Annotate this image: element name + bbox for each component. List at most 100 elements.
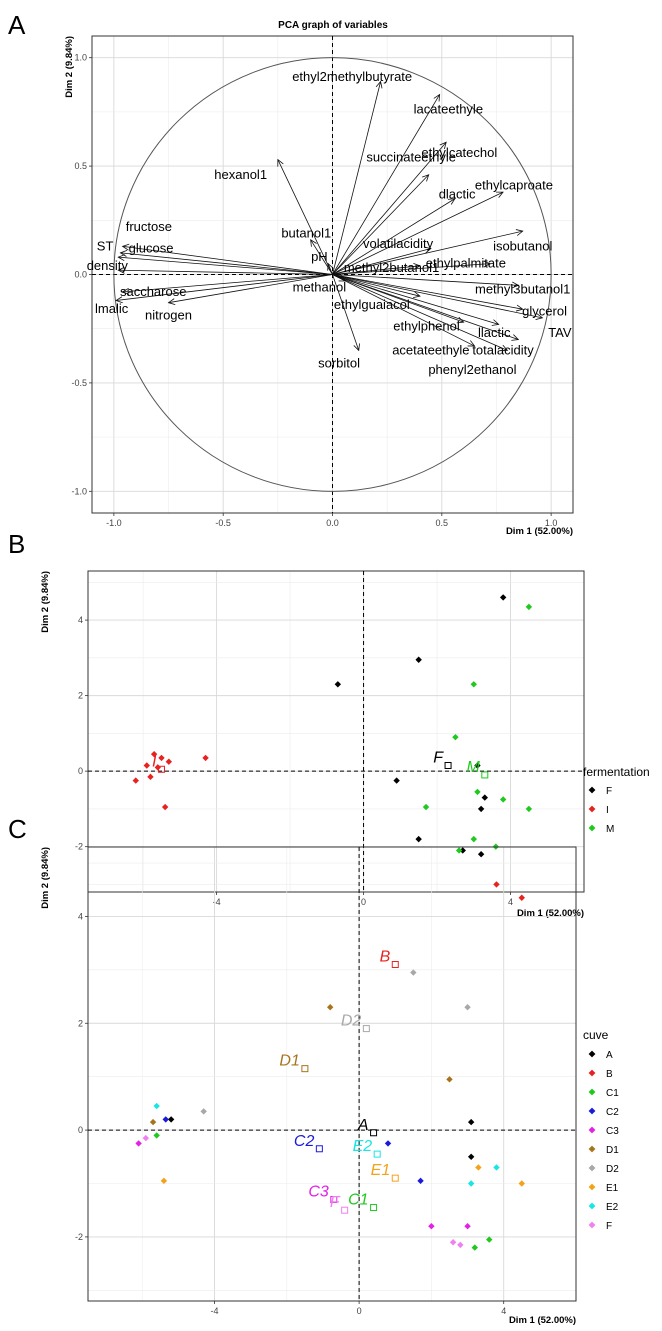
x-tick-label: -1.0 — [106, 518, 122, 528]
centroid-label: F — [433, 749, 444, 766]
data-point — [525, 805, 533, 813]
legend-swatch — [588, 1069, 596, 1077]
legend-label: B — [606, 1069, 613, 1080]
data-point — [153, 1102, 160, 1110]
data-point — [486, 1236, 493, 1243]
data-point — [142, 1134, 150, 1142]
legend-swatch — [588, 786, 596, 794]
variable-arrow — [122, 274, 333, 293]
plot-frame — [87, 570, 585, 893]
data-point — [428, 1223, 435, 1230]
variable-label: phenyl2ethanol — [428, 362, 516, 377]
legend-label: C1 — [606, 1088, 619, 1099]
data-point — [417, 1177, 424, 1185]
arrowhead — [496, 191, 504, 198]
variable-label: methyl2butanol1 — [344, 260, 439, 275]
arrowhead — [511, 281, 520, 289]
data-point — [477, 805, 485, 813]
variable-arrow — [310, 239, 333, 275]
individual-points: A B C1 C2 C3 D1 D2 E1 E2 F — [135, 881, 525, 1251]
centroid-marker — [391, 961, 399, 969]
y-tick-label: -1.0 — [71, 486, 87, 496]
axes — [88, 847, 576, 1301]
variable-label: TAV — [548, 325, 572, 340]
legend-swatch — [588, 1107, 596, 1115]
pca-variables-chart: PCA graph of variables ethyl2methylbutyr… — [64, 20, 574, 537]
variable-label: lacateethyle — [414, 102, 483, 117]
legend-swatch — [588, 1126, 596, 1134]
legend-swatch — [588, 1202, 596, 1210]
arrowhead — [500, 344, 509, 352]
variable-label: ethylcatechol — [421, 145, 497, 160]
variable-label: glycerol — [522, 303, 567, 318]
legend-swatch — [588, 1145, 596, 1153]
arrowhead — [511, 334, 520, 341]
centroid-label: M — [466, 759, 480, 776]
variable-label: lmalic — [95, 301, 129, 316]
data-point — [158, 754, 165, 762]
variable-label: succinateethyle — [366, 149, 456, 164]
legend-label: E1 — [606, 1183, 619, 1194]
legend-swatch — [588, 1164, 596, 1172]
variable-arrow — [332, 274, 508, 351]
centroid-label: E1 — [371, 1162, 391, 1179]
variable-arrow — [120, 252, 333, 275]
variable-label: dlactic — [439, 186, 476, 201]
y-axis-label: Dim 2 (9.84%) — [40, 571, 51, 633]
variable-label: pH — [311, 249, 328, 264]
data-point — [422, 803, 430, 811]
legend-swatch — [588, 1183, 596, 1191]
legend-label: C3 — [606, 1126, 619, 1137]
data-point — [415, 835, 422, 843]
variable-label: ethylpalmitate — [426, 256, 506, 271]
variable-arrow — [332, 265, 420, 275]
data-point — [149, 1118, 157, 1126]
data-point — [153, 1132, 160, 1139]
data-point — [384, 1140, 392, 1147]
variable-label: ethylcaproate — [475, 178, 553, 193]
centroid-label: A — [357, 1117, 369, 1134]
centroid-marker — [315, 1145, 323, 1153]
x-tick-label: 0 — [357, 1306, 362, 1316]
data-point — [334, 681, 342, 688]
x-axis-label: Dim 1 (52.00%) — [517, 908, 584, 919]
data-point — [161, 803, 169, 811]
data-point — [162, 1116, 169, 1123]
centroid-label: E2 — [353, 1138, 373, 1155]
data-point — [167, 1116, 175, 1123]
legend-title: cuve — [583, 1028, 609, 1042]
arrowhead — [310, 239, 317, 247]
data-point — [477, 851, 485, 858]
data-point — [150, 750, 158, 758]
legend-label: M — [606, 824, 614, 835]
centroid-label: D2 — [341, 1013, 362, 1030]
centroid-label: B — [380, 949, 391, 966]
arrowhead — [121, 243, 130, 251]
x-tick-label: -4 — [211, 1306, 219, 1316]
arrowhead — [119, 250, 128, 257]
centroid-marker — [373, 1150, 381, 1158]
grid — [88, 847, 576, 1301]
variable-arrow — [118, 256, 333, 275]
y-tick-label: 0 — [78, 1125, 83, 1135]
tick-labels: -4 0 4 -2 0 2 4 — [75, 911, 506, 1316]
arrowhead — [535, 313, 544, 320]
arrowhead — [421, 174, 430, 182]
y-axis-label: Dim 2 (9.84%) — [64, 36, 75, 98]
variable-arrow — [327, 263, 333, 275]
legend-swatch — [588, 824, 596, 832]
data-point — [200, 1108, 207, 1115]
centroid-label: C1 — [348, 1192, 368, 1209]
arrowhead — [515, 304, 524, 312]
y-tick-label: 4 — [78, 615, 83, 625]
variable-arrow — [332, 274, 523, 310]
data-point — [481, 794, 488, 801]
centroid-label: F — [330, 1194, 341, 1211]
variable-label: totalacidity — [472, 342, 534, 357]
variable-label: ethylphenol — [393, 319, 460, 334]
variable-label: methyl3butanol1 — [475, 282, 570, 297]
centroid-label: I — [152, 753, 157, 770]
centroid-label: D1 — [279, 1053, 299, 1070]
